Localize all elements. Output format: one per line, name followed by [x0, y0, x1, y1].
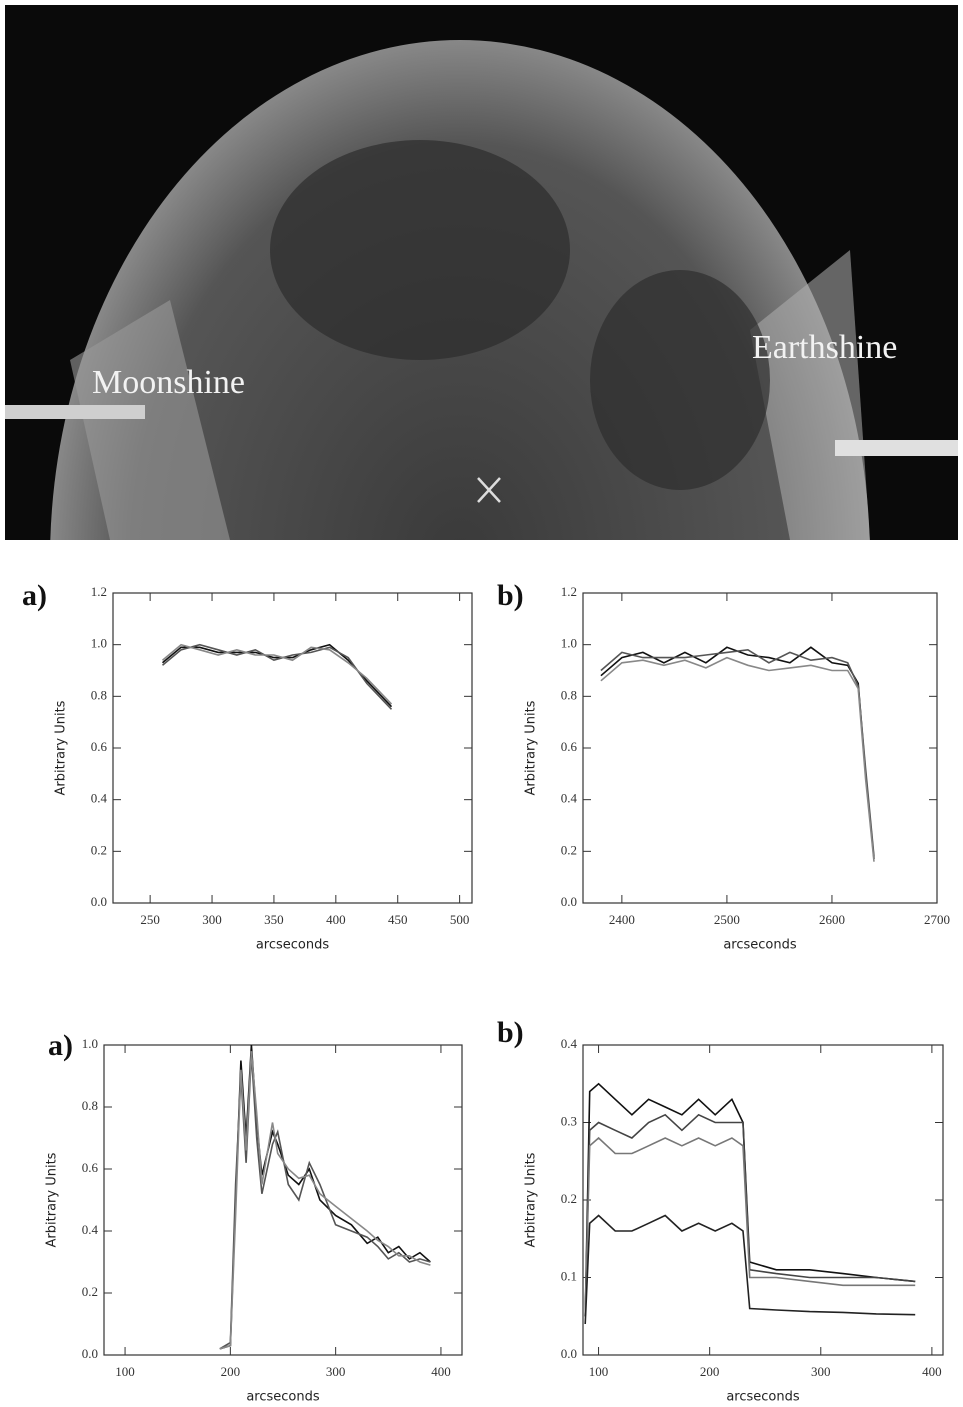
panel-label: a)	[22, 579, 47, 612]
y-tick-label: 1.0	[82, 1036, 98, 1051]
y-tick-label: 1.2	[561, 584, 577, 599]
x-tick-label: 200	[700, 1364, 720, 1379]
y-tick-label: 0.2	[91, 842, 107, 857]
data-line	[584, 1113, 916, 1317]
slit-left	[5, 405, 145, 419]
x-tick-label: 2700	[924, 912, 950, 927]
y-tick-label: 1.0	[561, 636, 577, 651]
glow-left	[70, 300, 230, 540]
data-line	[600, 656, 875, 862]
y-tick-label: 0.3	[561, 1113, 577, 1128]
data-line	[161, 643, 393, 710]
x-tick-label: 400	[326, 912, 346, 927]
data-line	[600, 648, 875, 857]
x-tick-label: 2400	[609, 912, 635, 927]
x-tick-label: 2600	[819, 912, 845, 927]
data-line	[600, 646, 875, 860]
x-tick-label: 200	[221, 1364, 241, 1379]
plot-frame	[112, 592, 473, 904]
y-axis-label: Arbitrary Units	[524, 700, 539, 795]
y-tick-label: 0.2	[561, 842, 577, 857]
x-tick-label: 100	[589, 1364, 609, 1379]
data-line	[219, 1051, 431, 1350]
y-tick-label: 0.8	[561, 687, 577, 702]
y-tick-label: 0.0	[561, 894, 577, 909]
y-axis-label: Arbitrary Units	[54, 700, 69, 795]
moon-label: Earthshine	[752, 329, 897, 366]
data-line	[584, 1214, 916, 1325]
x-tick-label: 2500	[714, 912, 740, 927]
y-tick-label: 0.4	[561, 1036, 578, 1051]
data-line	[161, 643, 393, 705]
y-tick-label: 0.2	[561, 1191, 577, 1206]
y-tick-label: 0.6	[561, 739, 578, 754]
y-tick-label: 0.4	[91, 791, 108, 806]
glow-right	[750, 250, 870, 540]
x-tick-label: 300	[326, 1364, 346, 1379]
y-tick-label: 0.0	[82, 1346, 98, 1361]
x-tick-label: 450	[388, 912, 408, 927]
x-tick-label: 300	[202, 912, 222, 927]
moon-image: Moonshine Earthshine	[5, 5, 958, 540]
y-tick-label: 1.0	[91, 636, 107, 651]
plot-frame	[103, 1044, 463, 1356]
data-line	[161, 643, 393, 708]
y-axis-label: Arbitrary Units	[524, 1152, 539, 1247]
mare	[590, 270, 770, 490]
moon-label: Moonshine	[92, 364, 245, 401]
y-tick-label: 0.6	[91, 739, 108, 754]
x-axis-label: arcseconds	[723, 938, 797, 953]
y-tick-label: 1.2	[91, 584, 107, 599]
x-axis-label: arcseconds	[726, 1390, 800, 1405]
x-tick-label: 400	[431, 1364, 451, 1379]
x-tick-label: 400	[922, 1364, 942, 1379]
y-tick-label: 0.4	[82, 1222, 99, 1237]
center-mark	[477, 477, 501, 503]
y-tick-label: 0.8	[82, 1098, 98, 1113]
x-tick-label: 250	[140, 912, 160, 927]
mare	[270, 140, 570, 360]
y-tick-label: 0.0	[91, 894, 107, 909]
data-line	[584, 1082, 916, 1317]
x-axis-label: arcseconds	[256, 938, 330, 953]
x-axis-label: arcseconds	[246, 1390, 320, 1405]
data-line	[584, 1136, 916, 1317]
y-tick-label: 0.2	[82, 1284, 98, 1299]
panel-label: b)	[497, 1016, 524, 1049]
data-line	[219, 1054, 431, 1350]
y-tick-label: 0.0	[561, 1346, 577, 1361]
y-tick-label: 0.4	[561, 791, 578, 806]
panel-label: a)	[48, 1029, 73, 1062]
y-tick-label: 0.8	[91, 687, 107, 702]
y-tick-label: 0.1	[561, 1268, 577, 1283]
x-tick-label: 500	[450, 912, 470, 927]
y-tick-label: 0.6	[82, 1160, 99, 1175]
x-tick-label: 300	[811, 1364, 831, 1379]
y-axis-label: Arbitrary Units	[45, 1152, 60, 1247]
plot-frame	[582, 592, 938, 904]
x-tick-label: 100	[115, 1364, 135, 1379]
slit-right	[835, 440, 958, 456]
x-tick-label: 350	[264, 912, 284, 927]
panel-label: b)	[497, 579, 524, 612]
